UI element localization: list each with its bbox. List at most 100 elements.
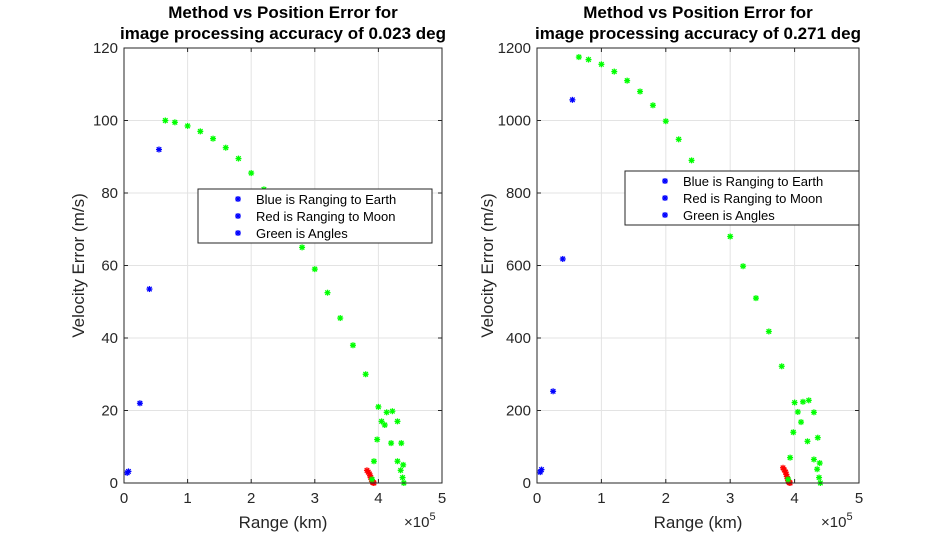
data-point <box>370 458 377 465</box>
chart-title-line: image processing accuracy of 0.023 deg <box>120 24 446 43</box>
y-tick-label: 40 <box>101 330 118 347</box>
data-point <box>397 467 404 474</box>
series-0 <box>124 146 162 476</box>
data-point <box>210 135 217 142</box>
y-tick-label: 800 <box>506 185 531 202</box>
data-point <box>799 398 806 405</box>
y-tick-label: 600 <box>506 258 531 275</box>
x-tick-label: 2 <box>247 490 255 507</box>
data-point <box>125 468 132 475</box>
data-point <box>765 328 772 335</box>
data-point <box>569 96 576 103</box>
data-point <box>362 371 369 378</box>
y-tick-label: 100 <box>93 113 118 130</box>
data-point <box>798 419 805 426</box>
data-point <box>299 244 306 251</box>
y-tick-label: 0 <box>523 475 531 492</box>
x-tick-label: 4 <box>374 490 382 507</box>
data-point <box>814 434 821 441</box>
data-point <box>538 466 545 473</box>
data-point <box>248 170 255 177</box>
legend-marker <box>662 195 668 201</box>
data-point <box>537 469 544 476</box>
data-point <box>171 119 178 126</box>
x-tick-label: 5 <box>438 490 446 507</box>
data-point <box>585 56 592 63</box>
data-point <box>388 440 395 447</box>
legend-entry-label: Green is Angles <box>683 208 775 223</box>
y-tick-label: 1200 <box>498 40 531 57</box>
chart-panel-right: 0 1 2 3 4 5 0 200 400 600 800 1000 1200 ×105 Range (km… <box>478 3 863 532</box>
y-tick-label: 20 <box>101 403 118 420</box>
data-point <box>222 144 229 151</box>
data-point <box>575 54 582 61</box>
legend: Blue is Ranging to Earth Red is Ranging t… <box>624 170 860 226</box>
series-2 <box>575 54 824 486</box>
data-point <box>810 456 817 463</box>
data-point <box>197 128 204 135</box>
x-exponent-power: 5 <box>429 511 435 523</box>
data-point <box>394 418 401 425</box>
data-point <box>550 388 557 395</box>
y-tick-label: 60 <box>101 258 118 275</box>
data-point <box>675 136 682 143</box>
data-point <box>785 476 792 483</box>
data-point <box>787 454 794 461</box>
legend-entry-label: Red is Ranging to Moon <box>683 191 822 206</box>
data-point <box>790 429 797 436</box>
data-point <box>349 342 356 349</box>
data-point <box>399 474 406 481</box>
data-point <box>375 403 382 410</box>
legend-marker <box>235 196 241 202</box>
data-point <box>727 233 734 240</box>
chart-title-line: image processing accuracy of 0.271 deg <box>535 24 861 43</box>
data-point <box>559 255 566 262</box>
x-tick-label: 2 <box>662 490 670 507</box>
chart-title-line: Method vs Position Error for <box>168 3 398 22</box>
x-tick-label: 3 <box>726 490 734 507</box>
legend-marker <box>235 213 241 219</box>
x-tick-label: 1 <box>597 490 605 507</box>
y-axis-label: Velocity Error (m/s) <box>69 193 88 338</box>
data-point <box>162 117 169 124</box>
y-tick-label: 120 <box>93 40 118 57</box>
data-point <box>637 88 644 95</box>
data-point <box>311 266 318 273</box>
data-point <box>740 263 747 270</box>
chart-panel-left: 0 1 2 3 4 5 0 20 40 60 80 100 120 ×105 Range (km) Veloc… <box>69 3 446 532</box>
legend-marker <box>235 230 241 236</box>
x-axis-label: Range (km) <box>654 513 743 532</box>
data-point <box>324 289 331 296</box>
y-tick-label: 200 <box>506 403 531 420</box>
data-point <box>337 315 344 322</box>
y-axis-label: Velocity Error (m/s) <box>478 193 497 338</box>
data-point <box>752 295 759 302</box>
data-point <box>662 118 669 125</box>
x-tick-label: 3 <box>311 490 319 507</box>
x-tick-label: 0 <box>533 490 541 507</box>
data-point <box>791 399 798 406</box>
data-point <box>235 155 242 162</box>
data-point <box>389 408 396 415</box>
data-point <box>814 466 821 473</box>
data-point <box>378 418 385 425</box>
legend-marker <box>662 212 668 218</box>
legend-marker <box>662 178 668 184</box>
ticks <box>123 47 443 484</box>
legend: Blue is Ranging to Earth Red is Ranging t… <box>197 188 433 244</box>
data-point <box>155 146 162 153</box>
data-point <box>398 440 405 447</box>
data-point <box>810 409 817 416</box>
data-point <box>816 474 823 481</box>
data-point <box>804 438 811 445</box>
legend-entry-label: Green is Angles <box>256 226 348 241</box>
x-tick-label: 1 <box>183 490 191 507</box>
data-point <box>611 68 618 75</box>
data-point <box>400 461 407 468</box>
y-tick-label: 1000 <box>498 113 531 130</box>
x-tick-label: 0 <box>120 490 128 507</box>
legend-entry-label: Red is Ranging to Moon <box>256 209 395 224</box>
x-exponent-label: ×105 <box>821 511 853 531</box>
